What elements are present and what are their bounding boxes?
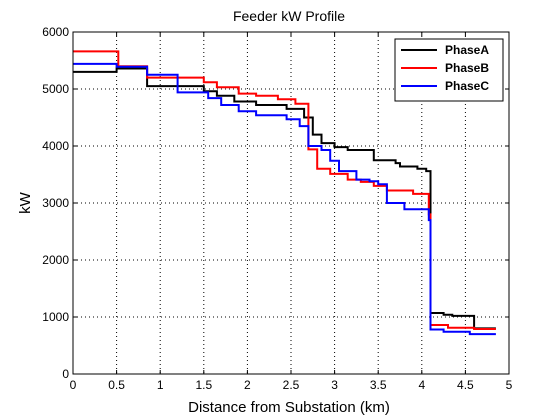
series-layer bbox=[73, 50, 496, 336]
chart-title: Feeder kW Profile bbox=[233, 8, 345, 24]
y-tick-label: 2000 bbox=[42, 253, 69, 267]
legend-label-phaseb: PhaseB bbox=[445, 61, 489, 75]
y-tick-label: 1000 bbox=[42, 310, 69, 324]
x-tick-label: 3 bbox=[331, 378, 338, 392]
x-tick-label: 1.5 bbox=[195, 378, 212, 392]
x-tick-label: 0.5 bbox=[108, 378, 125, 392]
y-tick-label: 3000 bbox=[42, 196, 69, 210]
legend-label-phasea: PhaseA bbox=[445, 43, 489, 57]
y-axis-ticks: 0 1000 2000 3000 4000 5000 6000 bbox=[42, 25, 509, 381]
x-tick-label: 2.5 bbox=[283, 378, 300, 392]
x-tick-label: 5 bbox=[506, 378, 513, 392]
grid bbox=[73, 32, 509, 374]
y-tick-label: 0 bbox=[62, 367, 69, 381]
legend-label-phasec: PhaseC bbox=[445, 79, 489, 93]
x-tick-label: 4.5 bbox=[457, 378, 474, 392]
x-axis-title: Distance from Substation (km) bbox=[188, 399, 390, 416]
x-tick-label: 2 bbox=[244, 378, 251, 392]
x-tick-label: 3.5 bbox=[370, 378, 387, 392]
x-axis-ticks: 0 0.5 1 1.5 2 2.5 3 3.5 4 4.5 5 bbox=[70, 32, 513, 392]
x-tick-label: 4 bbox=[418, 378, 425, 392]
y-tick-label: 4000 bbox=[42, 139, 69, 153]
y-axis-title: kW bbox=[17, 191, 34, 214]
y-tick-label: 5000 bbox=[42, 82, 69, 96]
x-tick-label: 1 bbox=[157, 378, 164, 392]
series-line-phasec bbox=[73, 62, 496, 336]
y-tick-label: 6000 bbox=[42, 25, 69, 39]
x-tick-label: 0 bbox=[70, 378, 77, 392]
legend: PhaseA PhaseB PhaseC bbox=[394, 38, 504, 102]
